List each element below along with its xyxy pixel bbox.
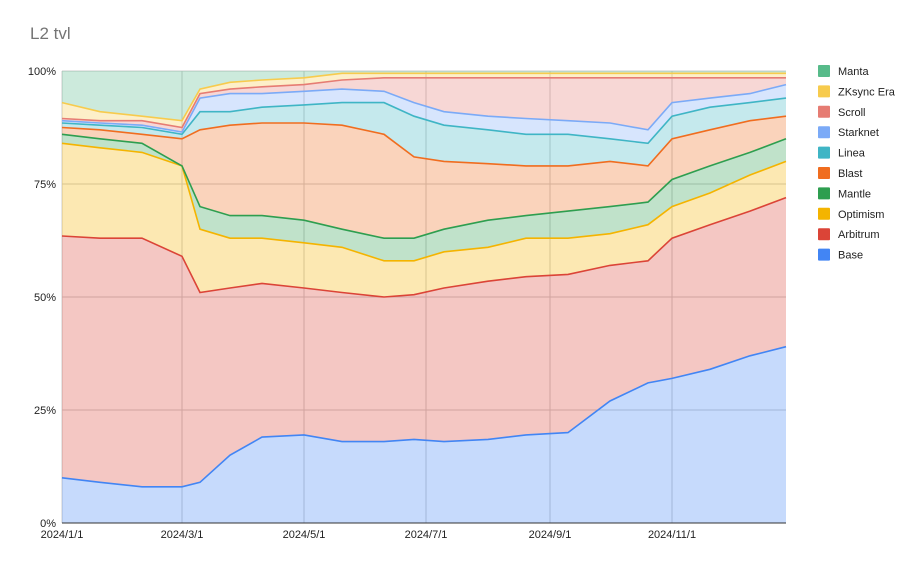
legend-label: Arbitrum — [838, 229, 880, 241]
x-tick-label: 2024/7/1 — [405, 529, 448, 541]
legend-item-optimism[interactable]: Optimism — [818, 207, 884, 221]
line-base — [61, 345, 787, 488]
legend-item-scroll[interactable]: Scroll — [818, 105, 866, 119]
area-arbitrum — [62, 197, 786, 487]
legend-swatch — [818, 228, 830, 241]
line-linea — [61, 97, 787, 145]
x-tick-label: 2024/5/1 — [283, 529, 326, 541]
x-tick-label: 2024/11/1 — [648, 529, 696, 541]
series-lines — [61, 72, 787, 488]
legend-label: Scroll — [838, 107, 866, 119]
area-fills — [62, 71, 786, 523]
legend-swatch — [818, 105, 830, 118]
legend-swatch — [818, 248, 830, 261]
y-tick-labels: 0% 25% 50% 75% 100% — [28, 66, 56, 530]
x-tick-label: 2024/1/1 — [41, 529, 84, 541]
legend-item-linea[interactable]: Linea — [818, 146, 866, 160]
line-scroll — [61, 77, 786, 129]
line-arbitrum — [61, 196, 787, 298]
legend-label: Optimism — [838, 209, 884, 221]
area-optimism — [62, 143, 786, 297]
legend-swatch — [818, 65, 830, 77]
area-starknet — [62, 84, 786, 144]
y-tick-label: 50% — [34, 292, 56, 304]
legend-label: Mantle — [838, 188, 871, 200]
legend: Manta ZKsync Era Scroll Starknet Linea Blast M… — [818, 65, 896, 262]
legend-item-manta[interactable]: Manta — [818, 65, 869, 78]
line-optimism — [61, 142, 787, 262]
legend-swatch — [818, 167, 830, 179]
line-zksync-era — [61, 72, 786, 122]
y-tick-label: 100% — [28, 66, 56, 78]
y-tick-label: 0% — [40, 518, 56, 530]
legend-item-mantle[interactable]: Mantle — [818, 187, 871, 200]
area-manta — [62, 71, 786, 121]
legend-label: Base — [838, 250, 863, 262]
y-tick-label: 25% — [34, 405, 56, 417]
legend-swatch — [818, 207, 830, 220]
line-starknet — [61, 83, 787, 133]
legend-swatch — [818, 187, 830, 200]
legend-item-starknet[interactable]: Starknet — [818, 126, 879, 139]
area-mantle — [62, 134, 786, 261]
legend-label: Starknet — [838, 127, 879, 139]
legend-label: Linea — [838, 148, 866, 160]
chart-title: L2 tvl — [30, 24, 71, 43]
area-base — [62, 346, 786, 523]
x-tick-label: 2024/9/1 — [529, 529, 572, 541]
legend-item-blast[interactable]: Blast — [818, 167, 862, 180]
legend-item-zksync-era[interactable]: ZKsync Era — [818, 85, 896, 98]
legend-label: Blast — [838, 168, 862, 180]
line-blast — [61, 115, 787, 167]
y-tick-label: 75% — [34, 179, 56, 191]
legend-item-arbitrum[interactable]: Arbitrum — [818, 228, 880, 241]
legend-label: Manta — [838, 66, 869, 78]
area-zksync-era — [62, 73, 786, 128]
legend-swatch — [818, 85, 830, 98]
x-tick-label: 2024/3/1 — [161, 529, 204, 541]
legend-label: ZKsync Era — [838, 86, 896, 98]
area-blast — [62, 116, 786, 239]
legend-item-base[interactable]: Base — [818, 248, 863, 262]
legend-swatch — [818, 146, 830, 159]
area-linea — [62, 98, 786, 166]
legend-swatch — [818, 126, 830, 139]
x-tick-labels: 2024/1/1 2024/3/1 2024/5/1 2024/7/1 2024/9/1… — [41, 529, 696, 541]
line-mantle — [61, 133, 787, 239]
